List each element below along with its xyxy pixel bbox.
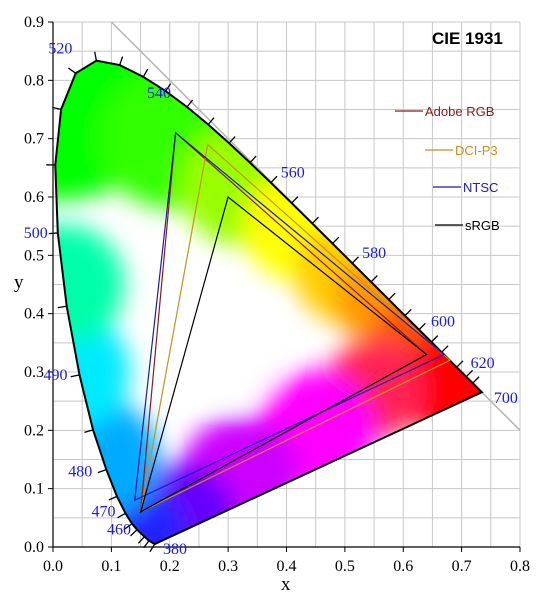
- x-tick-label: 0.7: [452, 558, 472, 575]
- y-tick-label: 0.5: [24, 247, 44, 264]
- wavelength-labels: 380 460 470 480 490 500 520 540 560 580 600 620 700: [24, 41, 518, 558]
- wavelength-tick: [351, 256, 359, 264]
- x-tick-label: 0.8: [510, 558, 530, 575]
- wavelength-tick: [472, 376, 480, 384]
- chart-title: CIE 1931: [432, 29, 503, 48]
- wavelength-tick: [430, 335, 439, 343]
- wavelength-tick: [119, 56, 124, 66]
- gamut-ntsc: [133, 131, 446, 502]
- wavelength-tick: [68, 67, 77, 74]
- spectral-locus: [54, 59, 484, 546]
- wavelength-tick: [137, 536, 145, 544]
- y-tick-label: 0.0: [24, 539, 44, 556]
- gamut-srgb: [139, 195, 428, 514]
- wavelength-label-580: 580: [362, 245, 386, 262]
- x-tick-label: 0.5: [335, 558, 355, 575]
- wavelength-tick: [456, 360, 464, 368]
- wavelength-label-700: 700: [494, 390, 518, 407]
- x-tick-label: 0.6: [393, 558, 413, 575]
- wavelength-tick: [186, 99, 194, 108]
- legend-label: sRGB: [465, 218, 500, 233]
- legend-label: DCI-P3: [455, 143, 498, 158]
- wavelength-tick: [270, 175, 278, 184]
- wavelength-label-560: 560: [281, 165, 305, 182]
- wavelength-tick: [149, 543, 156, 553]
- wavelength-label-620: 620: [471, 355, 495, 372]
- axes: 0.0 0.1 0.2 0.3 0.4 0.5 0.6 0.7 0.8 0.0 0.1 0.2 0.3 0…: [24, 14, 530, 575]
- gamut-dci-p3: [139, 143, 451, 514]
- legend: Adobe RGB DCI-P3 NTSC sRGB: [395, 104, 500, 233]
- wavelength-label-600: 600: [431, 314, 455, 331]
- x-axis-label: x: [281, 574, 291, 595]
- wavelength-tick: [311, 216, 320, 224]
- wavelength-tick: [291, 196, 299, 204]
- wavelength-label-480: 480: [68, 464, 92, 481]
- y-tick-label: 0.1: [24, 481, 44, 498]
- wavelength-tick: [142, 68, 149, 78]
- wavelength-tick: [404, 308, 412, 317]
- wavelength-ticks: [46, 51, 480, 553]
- y-tick-label: 0.2: [24, 422, 44, 439]
- wavelength-tick: [370, 275, 378, 283]
- wavelength-label-470: 470: [91, 503, 115, 520]
- wavelength-label-520: 520: [48, 41, 72, 58]
- gamut-triangles: [133, 131, 451, 514]
- x-tick-label: 0.3: [218, 558, 238, 575]
- x-tick-label: 0.2: [160, 558, 180, 575]
- y-axis-label: y: [14, 272, 24, 293]
- wavelength-tick: [228, 136, 236, 144]
- x-tick-label: 0.1: [101, 558, 121, 575]
- y-tick-label: 0.6: [24, 189, 44, 206]
- wavelength-tick: [130, 529, 138, 537]
- wavelength-tick: [108, 495, 118, 501]
- wavelength-label-380: 380: [163, 541, 187, 558]
- wavelength-tick: [388, 292, 396, 301]
- wavelength-tick: [52, 106, 62, 111]
- wavelength-label-490: 490: [44, 367, 68, 384]
- wavelength-tick: [70, 374, 80, 378]
- wavelength-tick: [207, 117, 215, 125]
- wavelength-tick: [165, 83, 172, 92]
- wavelength-label-500: 500: [24, 225, 48, 242]
- wavelength-tick: [465, 369, 474, 378]
- wavelength-label-540: 540: [147, 85, 171, 102]
- wavelength-tick: [418, 322, 426, 331]
- y-tick-label: 0.3: [24, 364, 44, 381]
- wavelength-tick: [97, 468, 107, 474]
- wavelength-tick: [124, 523, 133, 530]
- x-tick-label: 0.0: [43, 558, 63, 575]
- legend-label: NTSC: [463, 180, 498, 195]
- y-tick-label: 0.9: [24, 14, 44, 31]
- wavelength-label-460: 460: [107, 522, 131, 539]
- wavelength-tick: [117, 512, 126, 519]
- x-tick-label: 0.4: [277, 558, 297, 575]
- wavelength-tick: [57, 305, 67, 309]
- wavelength-tick: [441, 345, 449, 353]
- y-tick-label: 0.8: [24, 72, 44, 89]
- wavelength-tick: [249, 155, 257, 164]
- y-tick-label: 0.4: [24, 306, 44, 323]
- wavelength-tick: [84, 429, 94, 434]
- y-tick-label: 0.7: [24, 131, 44, 148]
- wavelength-tick: [94, 51, 98, 61]
- legend-label: Adobe RGB: [425, 104, 494, 119]
- wavelength-tick: [332, 236, 340, 245]
